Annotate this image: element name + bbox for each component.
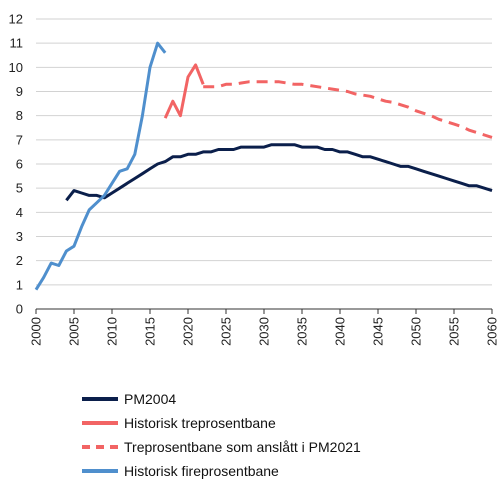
y-tick-label-3: 3 bbox=[16, 229, 23, 244]
y-tick-label-10: 10 bbox=[9, 60, 23, 75]
x-tick-label-2035: 2035 bbox=[295, 317, 310, 346]
x-tick-label-2060: 2060 bbox=[485, 317, 500, 346]
legend-swatch-pm2004 bbox=[82, 397, 118, 401]
axes bbox=[35, 308, 493, 314]
y-tick-label-11: 11 bbox=[10, 36, 24, 51]
x-tick-label-2040: 2040 bbox=[333, 317, 348, 346]
series-line-treprosentbane-som-ansl-tt-i-pm2021 bbox=[203, 80, 493, 139]
legend-label-historisk-fireprosentbane: Historisk fireprosentbane bbox=[124, 463, 279, 479]
series-line-historisk-treprosentbane bbox=[163, 63, 205, 119]
series-lines bbox=[34, 41, 493, 291]
legend-label-treprosentbane-pm2021: Treprosentbane som anslått i PM2021 bbox=[124, 439, 361, 455]
gridlines bbox=[36, 18, 492, 286]
x-tick-label-2045: 2045 bbox=[371, 317, 386, 346]
y-tick-label-0: 0 bbox=[16, 302, 23, 317]
x-tick-label-2010: 2010 bbox=[105, 317, 120, 346]
legend-swatch-historisk-treprosentbane bbox=[82, 421, 118, 425]
y-tick-label-8: 8 bbox=[16, 108, 23, 123]
x-tick-label-2020: 2020 bbox=[181, 317, 196, 346]
legend-label-historisk-treprosentbane: Historisk treprosentbane bbox=[124, 415, 276, 431]
legend-item-treprosentbane-pm2021: Treprosentbane som anslått i PM2021 bbox=[82, 436, 492, 458]
x-tick-label-2050: 2050 bbox=[409, 317, 424, 346]
legend: PM2004 Historisk treprosentbane Treprose… bbox=[82, 388, 492, 484]
legend-item-pm2004: PM2004 bbox=[82, 388, 492, 410]
legend-swatch-historisk-fireprosentbane bbox=[82, 469, 118, 473]
x-tick-label-2055: 2055 bbox=[447, 317, 462, 346]
x-tick-label-2015: 2015 bbox=[143, 317, 158, 346]
legend-label-pm2004: PM2004 bbox=[124, 391, 177, 407]
y-tick-label-12: 12 bbox=[9, 12, 23, 27]
y-tick-label-6: 6 bbox=[16, 157, 23, 172]
legend-item-historisk-fireprosentbane: Historisk fireprosentbane bbox=[82, 460, 492, 482]
y-tick-label-9: 9 bbox=[16, 84, 23, 99]
x-tick-label-2005: 2005 bbox=[67, 317, 82, 346]
x-axis-tick-labels: 2000 2005 2010 2015 2020 2025 2030 2035 2040 2045… bbox=[29, 317, 500, 346]
x-tick-label-2000: 2000 bbox=[29, 317, 44, 346]
y-tick-label-4: 4 bbox=[16, 205, 23, 220]
y-tick-label-5: 5 bbox=[16, 181, 23, 196]
x-tick-label-2025: 2025 bbox=[219, 317, 234, 346]
x-tick-label-2030: 2030 bbox=[257, 317, 272, 346]
legend-swatch-treprosentbane-pm2021 bbox=[82, 445, 118, 449]
y-tick-label-2: 2 bbox=[16, 253, 23, 268]
legend-item-historisk-treprosentbane: Historisk treprosentbane bbox=[82, 412, 492, 434]
series-line-historisk-fireprosentbane bbox=[34, 41, 167, 291]
y-tick-label-7: 7 bbox=[16, 132, 23, 147]
y-tick-label-1: 1 bbox=[16, 277, 23, 292]
series-line-pm2004 bbox=[65, 143, 493, 202]
